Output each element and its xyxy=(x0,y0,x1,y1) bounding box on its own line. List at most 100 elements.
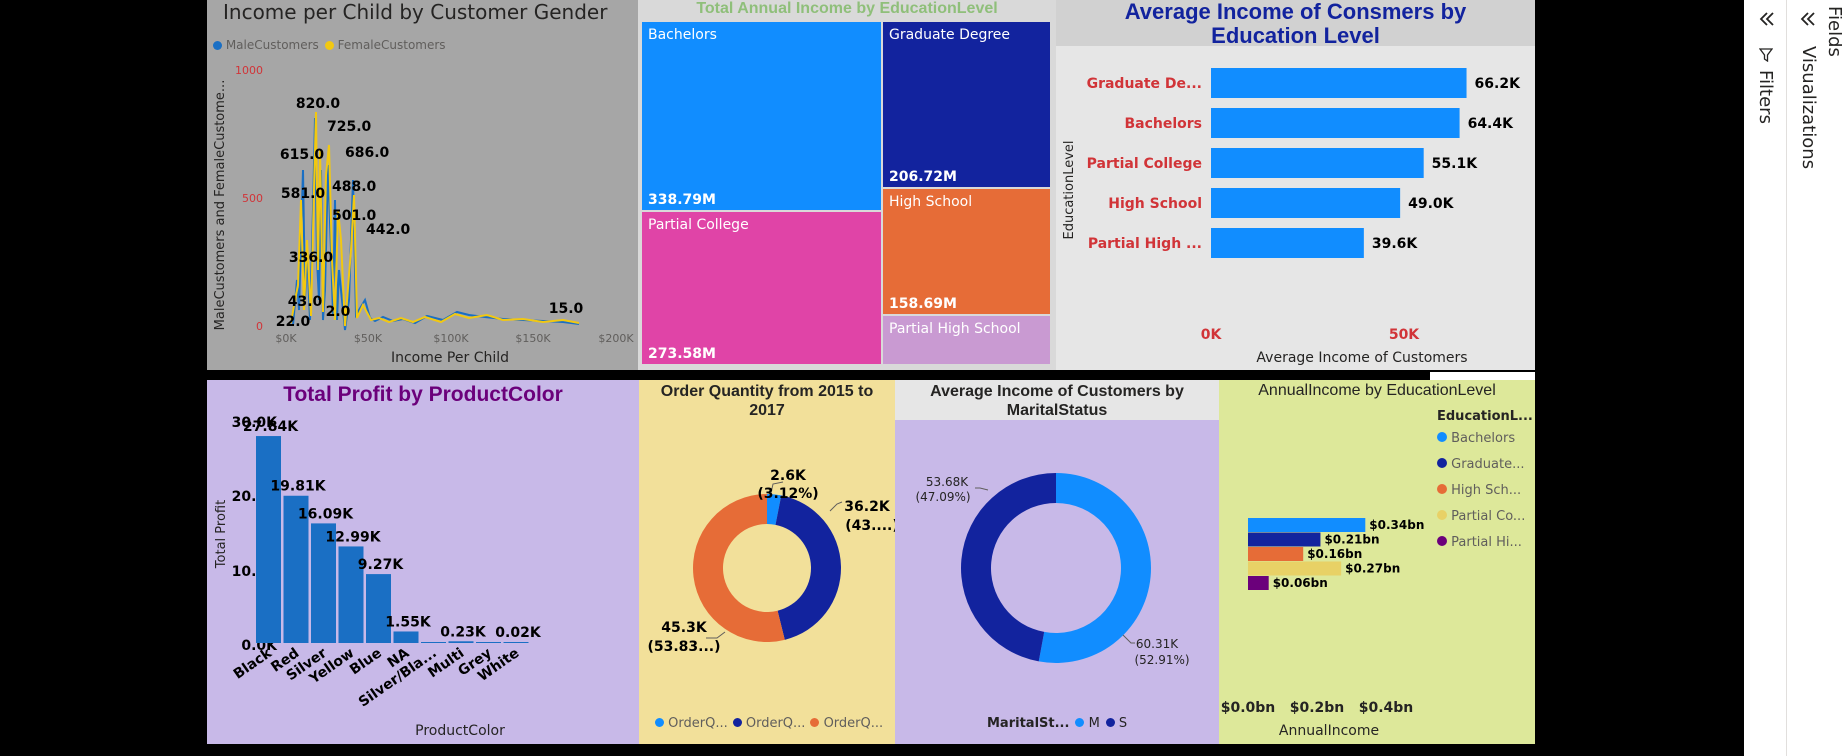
bar[interactable] xyxy=(283,495,309,643)
treemap-tile[interactable]: Graduate Degree 206.72M xyxy=(883,22,1050,187)
legend-item[interactable]: Bachelors xyxy=(1437,426,1533,452)
bar[interactable] xyxy=(503,642,529,643)
annual-income-treemap-visual[interactable]: Total Annual Income by EducationLevel Ba… xyxy=(638,0,1056,370)
fields-label[interactable]: Fields xyxy=(1827,6,1842,57)
x-tick: $150K xyxy=(515,332,551,345)
bar[interactable] xyxy=(1248,561,1342,576)
bar[interactable] xyxy=(476,642,501,643)
marital-status-visual[interactable]: Average Income of Customers by MaritalSt… xyxy=(895,380,1219,744)
bar[interactable] xyxy=(256,436,281,643)
legend-label: OrderQ... xyxy=(823,716,884,731)
donut-slice[interactable] xyxy=(961,473,1056,662)
y-tick: 500 xyxy=(242,192,263,205)
treemap-tile-value: 206.72M xyxy=(889,169,957,185)
collapse-filters-icon[interactable] xyxy=(1758,10,1776,28)
legend-item-male[interactable]: MaleCustomers xyxy=(213,38,319,52)
legend: MaritalSt... M S xyxy=(987,716,1127,731)
data-label: 22.0 xyxy=(276,314,311,330)
treemap-tile[interactable]: High School 158.69M xyxy=(883,189,1050,314)
y-axis-label: MaleCustomers and FemaleCustome... xyxy=(213,80,228,331)
bar[interactable] xyxy=(448,641,474,643)
legend-item[interactable]: OrderQ... xyxy=(732,716,805,731)
slice-label: (53.83...) xyxy=(647,639,720,655)
visualizations-label[interactable]: Visualizations xyxy=(1798,46,1819,170)
slice-label: (3.12%) xyxy=(757,486,818,502)
bar[interactable] xyxy=(1248,518,1366,532)
treemap-tile[interactable]: Partial College 273.58M xyxy=(642,212,881,364)
data-label: $0.16bn xyxy=(1307,547,1362,561)
slice-label: 36.2K xyxy=(844,499,891,515)
legend-label: M xyxy=(1088,716,1100,731)
visual-title: Average Income of Consmers by Education … xyxy=(1124,0,1467,48)
legend-item[interactable]: High Sch... xyxy=(1437,478,1533,504)
income-per-child-visual[interactable]: Income per Child by Customer Gender Male… xyxy=(207,0,638,370)
bar[interactable] xyxy=(1248,576,1269,590)
legend: MaleCustomers FemaleCustomers xyxy=(213,38,446,52)
title-bar xyxy=(895,380,1219,420)
bars: 27.84KBlack19.81KRed16.09KSilver12.99KYe… xyxy=(231,419,542,711)
legend-item-female[interactable]: FemaleCustomers xyxy=(324,38,446,52)
avg-income-education-visual[interactable]: Average Income of Consmers by Education … xyxy=(1056,0,1535,370)
leader-line xyxy=(1122,634,1135,644)
bar[interactable] xyxy=(1211,188,1401,218)
x-tick: $100K xyxy=(433,332,469,345)
donut-slices xyxy=(693,494,841,642)
bar[interactable] xyxy=(1211,148,1424,178)
legend-label: Graduate... xyxy=(1451,457,1525,472)
donut-slice[interactable] xyxy=(1038,473,1152,663)
order-quantity-donut: 2.6K (3.12%) 36.2K (43....) 45.3K (53.83… xyxy=(647,468,895,655)
filters-label[interactable]: Filters xyxy=(1755,70,1776,124)
fields-pane[interactable]: Fields xyxy=(1827,0,1842,100)
legend-label: OrderQ... xyxy=(668,716,728,731)
legend-item[interactable]: OrderQ... xyxy=(655,716,728,731)
legend-item[interactable]: M xyxy=(1075,716,1100,731)
slice-label: 45.3K xyxy=(661,620,708,636)
order-quantity-visual[interactable]: Order Quantity from 2015 to 2017 2.6K (3… xyxy=(639,380,895,744)
treemap-tile[interactable]: Partial High School xyxy=(883,316,1050,364)
bar[interactable] xyxy=(311,523,336,643)
donut-slice[interactable] xyxy=(767,494,782,525)
bar[interactable] xyxy=(1248,547,1304,561)
legend-item[interactable]: Graduate... xyxy=(1437,452,1533,478)
data-label: 12.99K xyxy=(325,529,381,545)
bar[interactable] xyxy=(1248,532,1321,547)
treemap-tile-value: 338.79M xyxy=(648,192,716,208)
data-label: 15.0 xyxy=(549,301,584,317)
data-label: 725.0 xyxy=(327,119,372,135)
bar[interactable] xyxy=(1211,68,1467,98)
donut-slice[interactable] xyxy=(775,495,841,640)
annual-income-bar-chart: $0.34bn$0.21bn$0.16bn$0.27bn $0.06bn $0.0… xyxy=(1221,518,1424,739)
slice-label: (43....) xyxy=(845,518,895,534)
treemap-tile[interactable]: Bachelors 338.79M xyxy=(642,22,881,210)
visualizations-pane[interactable]: Visualizations xyxy=(1787,0,1827,756)
collapse-visualizations-icon[interactable] xyxy=(1799,10,1817,28)
data-label: 39.6K xyxy=(1372,236,1419,252)
legend-item[interactable]: S xyxy=(1105,716,1127,731)
filters-pane[interactable]: Filters xyxy=(1744,0,1786,756)
x-tick: $0.0bn xyxy=(1221,700,1276,716)
bar[interactable] xyxy=(421,642,446,643)
treemap-tile-label: Partial High School xyxy=(889,321,1021,337)
y-axis-label: EducationLevel xyxy=(1062,140,1077,239)
annual-income-education-visual[interactable]: AnnualIncome by EducationLevel Education… xyxy=(1219,380,1535,744)
bar[interactable] xyxy=(366,574,391,643)
x-tick: $0.2bn xyxy=(1290,700,1345,716)
legend-item[interactable]: Partial Co... xyxy=(1437,504,1533,530)
pane-divider xyxy=(1786,0,1787,756)
avg-income-bar-chart: EducationLevel Graduate De... 66.2K Bachel… xyxy=(1062,68,1521,366)
profit-by-color-visual[interactable]: Total Profit by ProductColor Total Profi… xyxy=(207,380,639,744)
legend: EducationL... Bachelors Graduate... High… xyxy=(1437,408,1533,556)
bar[interactable] xyxy=(393,631,419,643)
legend-item[interactable]: Partial Hi... xyxy=(1437,530,1533,556)
bar[interactable] xyxy=(1211,108,1460,138)
data-label: 0.02K xyxy=(495,625,542,641)
legend-label: FemaleCustomers xyxy=(337,38,446,52)
title-bar xyxy=(1056,0,1535,46)
bar[interactable] xyxy=(338,546,364,643)
data-label: 488.0 xyxy=(332,179,377,195)
donut-slice[interactable] xyxy=(693,494,785,642)
data-label: 1.55K xyxy=(385,614,432,630)
filter-icon xyxy=(1759,48,1773,62)
legend-item[interactable]: OrderQ... xyxy=(810,716,883,731)
bar[interactable] xyxy=(1211,228,1364,258)
